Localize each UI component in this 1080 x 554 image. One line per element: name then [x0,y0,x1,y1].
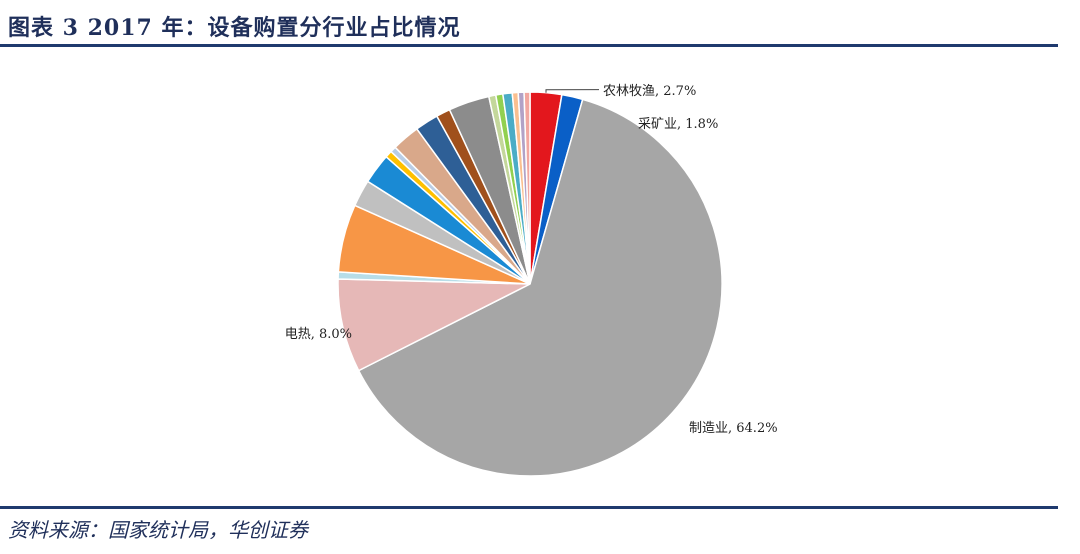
data-label: 农林牧渔, 2.7% [603,84,696,99]
data-label: 电热, 8.0% [285,327,352,342]
data-label: 采矿业, 1.8% [638,117,718,132]
label-leader-line [545,89,600,93]
bottom-divider [0,506,1058,509]
pie-slice [337,278,531,372]
top-divider [0,44,1058,47]
pie-slice [523,91,531,285]
data-label: 制造业, 64.2% [689,421,778,436]
page-title: 图表 3 2017 年：设备购置分行业占比情况 [8,15,461,41]
source-note: 资料来源：国家统计局，华创证券 [8,518,308,542]
pie-slice [357,98,723,477]
